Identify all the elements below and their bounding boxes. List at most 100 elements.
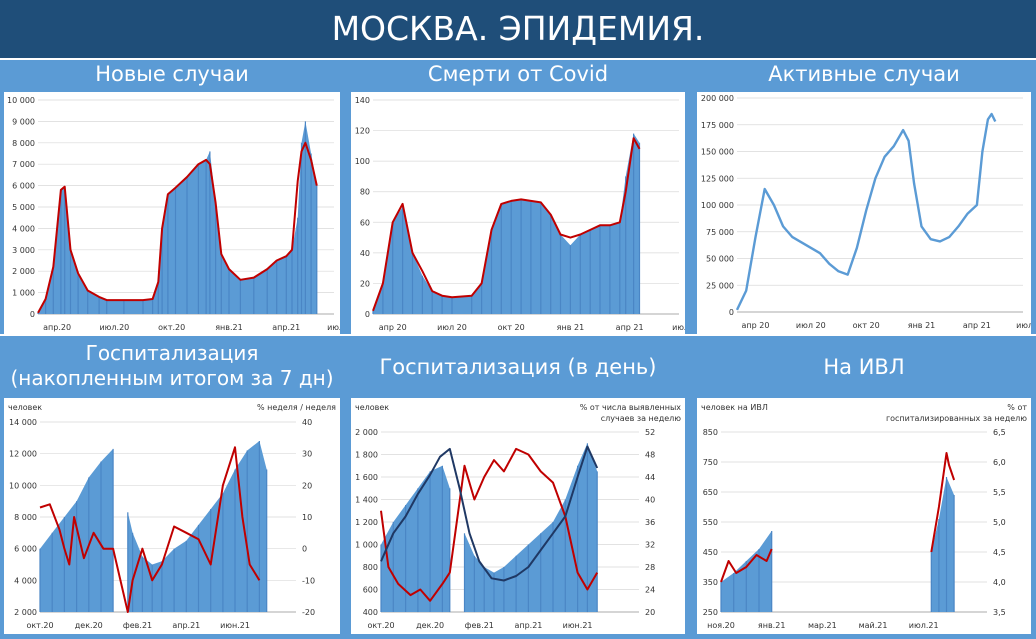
y-tick-label: 600 [363,586,378,595]
bar [52,266,54,314]
bar [51,532,53,612]
bar-series-area [464,443,598,612]
y-tick-label: 1 400 [355,496,378,505]
y-tick-label: 25 000 [706,281,734,290]
bar [720,582,722,612]
y-axis-title-right: % неделя / неделя [257,403,336,412]
bar [540,202,542,314]
bar [77,273,79,314]
y-tick-label: 0 [30,310,35,319]
bar [402,207,404,314]
bar [173,548,175,612]
y-tick-label: 1 800 [355,451,378,460]
y-tick-label: 2 000 [14,608,37,617]
bar [297,217,299,314]
panel-title-active: Активные случаи [768,62,960,86]
bar [945,477,948,612]
y-right-tick-label: 6,5 [993,428,1006,437]
y-right-tick-label: 28 [645,563,655,572]
bar [157,281,159,314]
y-tick-label: 400 [363,608,378,617]
bar [633,133,635,314]
chart-ivl: 250 350 450 550 650 750 850 3,5 4,0 4,5 5,0 5,5 6,0 6… [701,403,1027,630]
bar [167,194,169,314]
y-right-tick-label: -10 [302,576,315,585]
y-axis-title-right: % от числа выявленных [580,403,681,412]
x-tick-label: июл 21 [672,323,685,332]
bar [527,544,529,612]
y-axis-title-left: человек на ИВЛ [701,403,768,412]
x-tick-label: янв 21 [557,323,584,332]
x-tick-label: июн.21 [563,621,593,630]
bar [239,279,241,314]
bar [39,548,41,612]
bar [186,177,188,314]
bar [577,465,579,613]
bar [733,573,735,612]
bar [510,200,512,314]
bar [185,540,187,613]
bar [63,517,65,612]
series-line [37,141,318,314]
series-line [372,137,641,312]
y-tick-label: 4 000 [12,224,35,233]
x-tick-label: янв.21 [215,323,242,332]
bar [205,159,207,314]
bar-series-area [381,465,450,612]
series-line [720,548,773,583]
x-tick-label: июл 20 [437,323,467,332]
y-tick-label: 2 000 [355,428,378,437]
header-divider [0,58,1036,60]
bar [45,299,47,314]
bar [471,295,473,314]
bar [490,229,493,314]
y-tick-label: 2 000 [12,267,35,276]
x-tick-label: июн.21 [220,621,250,630]
y-tick-label: 3 000 [12,246,35,255]
bar [596,471,598,612]
bar [559,234,562,314]
bar [771,531,773,612]
x-tick-label: июл.21 [327,323,340,332]
bar [493,572,495,612]
y-right-tick-label: 20 [645,608,655,617]
bar [429,471,431,612]
y-right-tick-label: 20 [302,481,312,490]
bar [304,121,306,315]
panel-title-hosp7-line2: (накопленным итогом за 7 дн) [10,366,334,390]
y-tick-label: 1 000 [355,541,378,550]
bar [930,552,932,612]
y-axis-title-left: человек [8,403,42,412]
bar [141,556,143,612]
bar [98,296,100,314]
y-right-tick-label: 40 [302,418,312,427]
y-tick-label: 850 [703,428,718,437]
chart-panel-ivl: 250 350 450 550 650 750 850 3,5 4,0 4,5 5,0 5,5 6,0 6… [697,398,1031,634]
x-tick-label: май.21 [859,621,888,630]
chart-deaths: 0 20 40 60 80 100 120 140 апр 20 июл 20 окт 20 янв … [355,96,685,332]
y-right-tick-label: 10 [302,513,312,522]
bar [142,300,144,314]
x-tick-label: окт.20 [158,323,185,332]
chart-active: 0 25 000 50 000 75 000 100 000 125 000 150 000… [701,94,1031,330]
bar [449,488,451,613]
bar [500,203,502,314]
panel-title-new-cases: Новые случаи [95,62,249,86]
bar [609,225,611,314]
chart-new-cases: 0 1 000 2 000 3 000 4 000 5 000 6 000 7 000 8 00… [7,96,340,332]
y-tick-label: 120 [355,127,370,136]
bar [161,561,163,612]
bar [552,522,554,612]
bar [392,522,394,612]
chart-panel-new-cases: 0 1 000 2 000 3 000 4 000 5 000 6 000 7 000 8 00… [4,92,340,336]
bar [266,269,268,314]
y-right-tick-label: 5,5 [993,488,1006,497]
chart-hospday: 400 600 800 1 000 1 200 1 400 1 600 1 800 2 000 2… [355,403,681,630]
x-tick-label: окт.20 [26,621,53,630]
bar [127,512,129,613]
y-right-tick-label: 36 [645,518,655,527]
bar [209,151,211,314]
y-tick-label: 7 000 [12,160,35,169]
panel-title-deaths: Смерти от Covid [427,62,609,86]
bar [60,189,62,314]
